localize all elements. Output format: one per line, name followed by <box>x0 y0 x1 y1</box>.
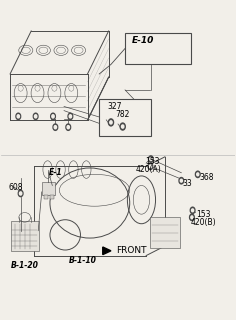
Circle shape <box>148 156 153 162</box>
Circle shape <box>51 113 55 120</box>
Circle shape <box>19 192 22 195</box>
Circle shape <box>180 179 182 182</box>
Text: E-1: E-1 <box>49 168 62 177</box>
Text: E-10: E-10 <box>132 36 154 45</box>
Circle shape <box>18 190 23 197</box>
Circle shape <box>197 173 199 176</box>
Circle shape <box>67 125 69 129</box>
Circle shape <box>190 207 195 213</box>
Circle shape <box>16 113 21 120</box>
Text: 153: 153 <box>197 210 211 219</box>
Bar <box>42 182 55 195</box>
Circle shape <box>110 121 112 124</box>
Circle shape <box>122 125 124 128</box>
Text: 420(A): 420(A) <box>136 165 161 174</box>
Circle shape <box>192 209 194 212</box>
Text: 420(B): 420(B) <box>191 218 216 227</box>
Bar <box>125 33 191 64</box>
Text: 782: 782 <box>116 110 130 119</box>
Circle shape <box>34 115 37 118</box>
Circle shape <box>52 115 54 118</box>
Text: B-1-10: B-1-10 <box>69 256 97 265</box>
Bar <box>150 217 180 248</box>
Circle shape <box>33 113 38 120</box>
Circle shape <box>148 163 153 170</box>
Circle shape <box>149 165 152 168</box>
Text: 608: 608 <box>8 183 23 192</box>
Circle shape <box>150 158 152 160</box>
Circle shape <box>190 214 194 220</box>
Text: 153: 153 <box>145 157 160 166</box>
Circle shape <box>179 178 184 184</box>
Circle shape <box>191 216 193 219</box>
Polygon shape <box>103 247 111 255</box>
Text: 368: 368 <box>199 173 213 182</box>
Circle shape <box>69 115 72 118</box>
FancyBboxPatch shape <box>11 221 39 252</box>
Bar <box>50 195 54 199</box>
Circle shape <box>66 124 71 130</box>
Text: 327: 327 <box>107 102 122 111</box>
Text: FRONT: FRONT <box>116 246 146 255</box>
Circle shape <box>120 123 125 130</box>
Circle shape <box>53 124 58 130</box>
Bar <box>44 195 48 199</box>
Text: 33: 33 <box>182 180 192 188</box>
Circle shape <box>68 113 73 120</box>
Circle shape <box>195 171 200 178</box>
Bar <box>99 100 151 136</box>
Circle shape <box>108 119 114 126</box>
Text: B-1-20: B-1-20 <box>11 261 39 270</box>
Circle shape <box>54 125 57 129</box>
Circle shape <box>17 115 19 118</box>
